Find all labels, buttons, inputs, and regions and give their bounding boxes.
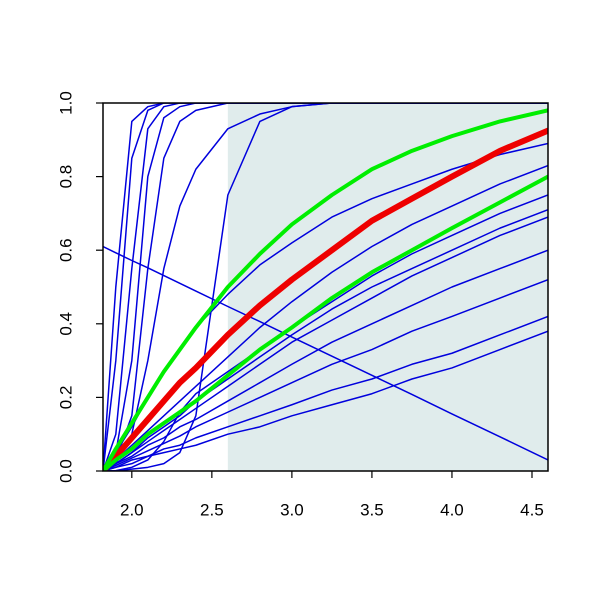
curve	[103, 103, 548, 471]
curve	[103, 174, 548, 471]
x-tick-label: 4.5	[520, 500, 544, 519]
curve	[103, 103, 548, 471]
x-tick-label: 3.0	[280, 500, 304, 519]
curve	[103, 164, 548, 471]
curve	[103, 245, 548, 461]
curve	[103, 127, 548, 471]
plot-box	[102, 102, 549, 472]
y-tick-label: 1.0	[56, 91, 75, 115]
curve	[103, 278, 548, 471]
curve	[103, 103, 548, 471]
x-tick-label: 2.5	[200, 500, 224, 519]
x-tick-label: 3.5	[360, 500, 384, 519]
curve	[103, 315, 548, 471]
curve	[103, 330, 548, 471]
curve	[103, 249, 548, 471]
curve	[103, 103, 548, 471]
curve	[103, 208, 548, 471]
x-tick-label: 4.0	[440, 500, 464, 519]
shaded-region	[227, 103, 548, 471]
curve	[103, 108, 548, 471]
curve	[103, 216, 548, 471]
curve	[103, 103, 548, 471]
y-tick-label: 0.4	[56, 312, 75, 336]
y-tick-label: 0.2	[56, 386, 75, 410]
plot-lines	[103, 103, 548, 471]
y-tick-label: 0.8	[56, 165, 75, 189]
y-tick-label: 0.6	[56, 238, 75, 262]
x-tick-label: 2.0	[120, 500, 144, 519]
y-tick-label: 0.0	[56, 459, 75, 483]
curve	[103, 103, 548, 471]
curve	[103, 103, 548, 471]
